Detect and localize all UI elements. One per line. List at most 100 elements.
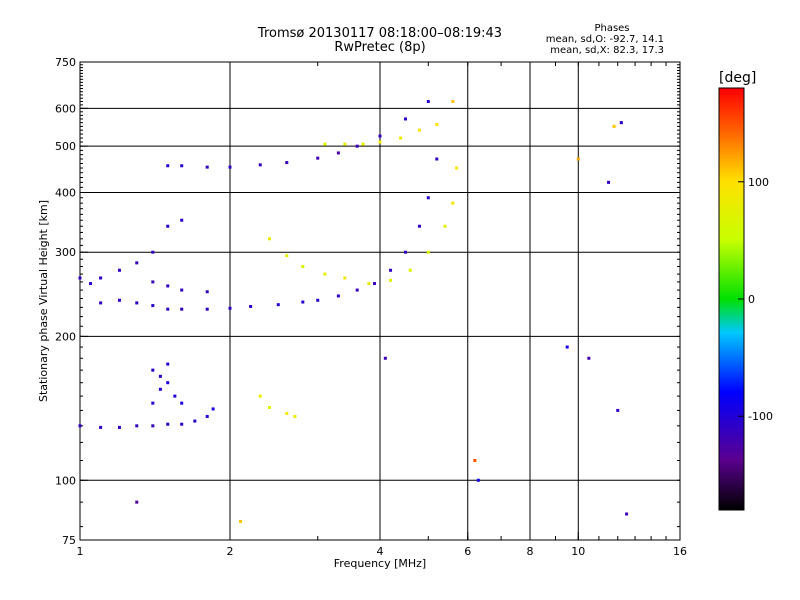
data-point <box>301 265 305 269</box>
data-point <box>619 121 623 125</box>
x-tick-label: 16 <box>673 545 687 558</box>
data-point <box>625 512 629 516</box>
data-point <box>151 304 155 308</box>
data-point <box>383 356 387 360</box>
data-point <box>205 414 209 418</box>
data-point <box>361 142 365 146</box>
x-tick-label: 6 <box>464 545 471 558</box>
data-point <box>180 164 184 168</box>
data-point <box>99 301 103 305</box>
data-point <box>343 276 347 280</box>
data-point <box>403 250 407 254</box>
data-point <box>389 278 393 282</box>
data-point <box>616 408 620 412</box>
x-tick-label: 4 <box>377 545 384 558</box>
x-tick-label: 8 <box>527 545 534 558</box>
data-point <box>99 276 103 280</box>
data-point <box>78 424 82 428</box>
data-point <box>426 196 430 200</box>
data-point <box>180 307 184 311</box>
data-point <box>151 401 155 405</box>
data-point <box>258 163 262 167</box>
data-point <box>378 134 382 138</box>
data-point <box>403 117 407 121</box>
data-point <box>285 411 289 415</box>
y-tick-label: 300 <box>55 246 76 259</box>
data-point <box>336 151 340 155</box>
data-point <box>443 224 447 228</box>
data-point <box>285 161 289 165</box>
data-point <box>473 458 477 462</box>
data-point <box>193 419 197 423</box>
data-point <box>135 301 139 305</box>
colorbar-unit-label: [deg] <box>719 70 757 86</box>
chart-subtitle: RwPretec (8p) <box>334 40 426 55</box>
data-point <box>267 405 271 409</box>
data-point <box>355 144 359 148</box>
y-tick-label: 200 <box>55 330 76 343</box>
data-point <box>399 136 403 140</box>
data-point <box>285 254 289 258</box>
y-tick-label: 400 <box>55 186 76 199</box>
data-point <box>135 424 139 428</box>
data-point <box>426 100 430 104</box>
phase-stats-o-mode: mean, sd,O: -92.7, 14.1 <box>545 34 664 45</box>
data-point <box>355 288 359 292</box>
x-tick-label: 10 <box>571 545 585 558</box>
data-point <box>612 124 616 128</box>
data-point <box>476 478 480 482</box>
data-point <box>455 166 459 170</box>
y-tick-label: 75 <box>62 534 76 547</box>
data-point <box>211 407 215 411</box>
data-point <box>166 224 170 228</box>
data-point <box>373 282 377 286</box>
data-point <box>316 298 320 302</box>
data-point <box>239 519 243 523</box>
colorbar-ticks: 100 0 -100 <box>738 176 773 423</box>
colorbar-tick-label: -100 <box>748 410 773 423</box>
chart-title: Tromsø 20130117 08:18:00–08:19:43 <box>257 26 503 41</box>
data-point <box>151 424 155 428</box>
data-point <box>180 288 184 292</box>
data-point <box>135 500 139 504</box>
data-point <box>135 261 139 265</box>
data-point <box>228 165 232 169</box>
data-point <box>426 250 430 254</box>
data-point <box>117 268 121 272</box>
data-point <box>417 224 421 228</box>
data-point <box>158 374 162 378</box>
axis-ticks: 1 2 4 6 8 10 16 75 100 200 300 400 500 600 750 <box>55 56 687 558</box>
data-point <box>205 290 209 294</box>
data-point <box>249 304 253 308</box>
y-tick-label: 750 <box>55 56 76 69</box>
data-point <box>180 218 184 222</box>
data-point <box>205 165 209 169</box>
data-point <box>565 345 569 349</box>
data-points <box>78 100 629 523</box>
x-tick-label: 2 <box>227 545 234 558</box>
y-axis-label: Stationary phase Virtual Height [km] <box>37 200 50 402</box>
data-point <box>180 422 184 426</box>
grid-lines <box>80 62 680 540</box>
data-point <box>151 280 155 284</box>
data-point <box>389 268 393 272</box>
data-point <box>408 268 412 272</box>
data-point <box>323 272 327 276</box>
data-point <box>228 306 232 310</box>
colorbar-tick-label: 0 <box>748 293 755 306</box>
data-point <box>151 250 155 254</box>
y-tick-label: 500 <box>55 140 76 153</box>
data-point <box>343 142 347 146</box>
data-point <box>336 294 340 298</box>
data-point <box>417 128 421 132</box>
data-point <box>166 284 170 288</box>
y-tick-label: 600 <box>55 102 76 115</box>
data-point <box>166 164 170 168</box>
phase-stats-header: Phases <box>594 23 630 34</box>
data-point <box>78 276 82 280</box>
data-point <box>378 140 382 144</box>
phase-stats-x-mode: mean, sd,X: 82.3, 17.3 <box>550 45 664 56</box>
data-point <box>435 123 439 127</box>
data-point <box>151 368 155 372</box>
data-point <box>301 300 305 304</box>
